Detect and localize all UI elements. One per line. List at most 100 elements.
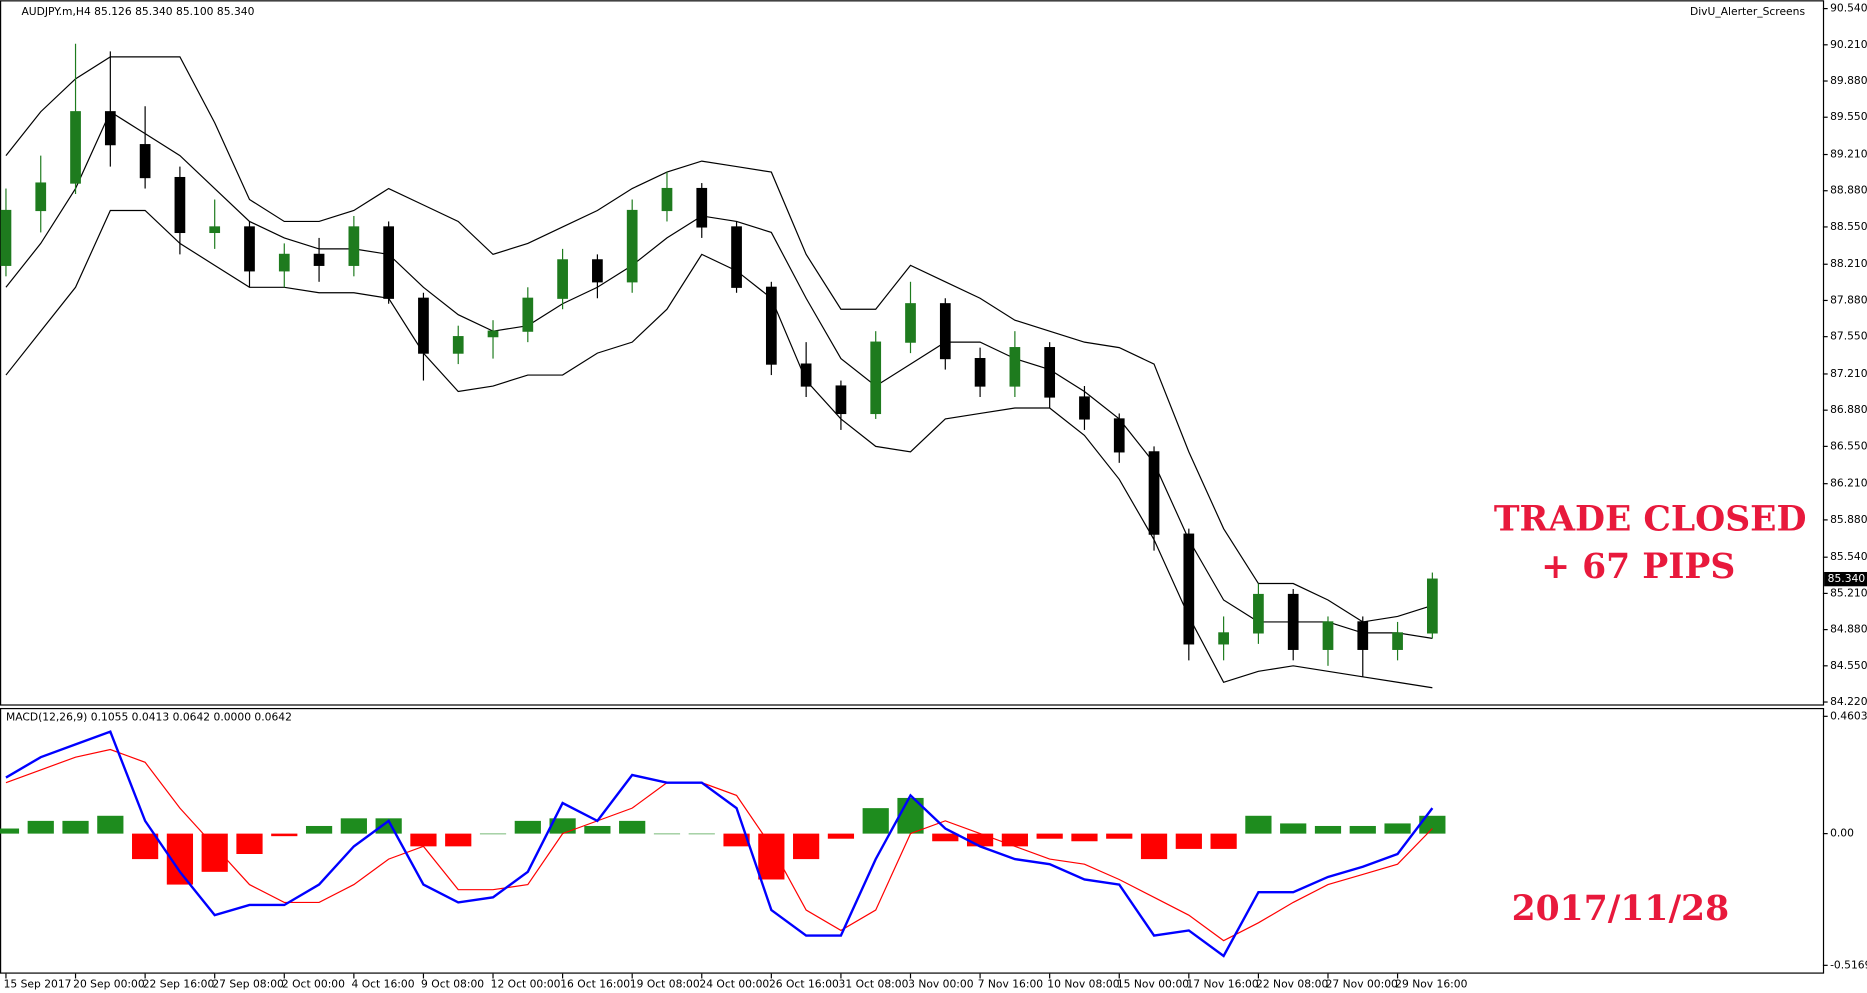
histogram-bar bbox=[271, 833, 298, 837]
candle-body bbox=[452, 336, 464, 354]
candle-body bbox=[522, 297, 534, 332]
candle-body bbox=[939, 303, 951, 360]
histogram-bar bbox=[584, 825, 611, 834]
histogram-bar bbox=[1314, 825, 1342, 834]
candle-body bbox=[348, 226, 360, 266]
price-panel-frame bbox=[0, 0, 1825, 706]
signal-line bbox=[5, 748, 1433, 942]
candle-body bbox=[592, 259, 603, 283]
x-tick-label: 4 Oct 16:00 bbox=[351, 977, 414, 990]
candle-body bbox=[905, 303, 916, 343]
candle-body bbox=[1322, 621, 1334, 650]
histogram-bar bbox=[1280, 823, 1307, 834]
candle-body bbox=[383, 226, 395, 299]
histogram-bar bbox=[966, 833, 994, 847]
y-tick-label: 89.880 bbox=[1830, 74, 1867, 87]
histogram-bar bbox=[375, 818, 402, 834]
candle-body bbox=[1079, 396, 1090, 420]
y-tick-label: 87.880 bbox=[1830, 293, 1867, 306]
y-tick-label: 88.880 bbox=[1830, 184, 1867, 197]
y-tick-label: 85.540 bbox=[1830, 550, 1867, 563]
candle-body bbox=[1357, 621, 1369, 650]
y-tick-label: 84.550 bbox=[1830, 659, 1867, 672]
histogram-bar bbox=[619, 820, 646, 834]
x-tick-label: 15 Nov 00:00 bbox=[1117, 977, 1189, 990]
x-tick-label: 22 Nov 08:00 bbox=[1256, 977, 1328, 990]
x-tick-label: 10 Nov 08:00 bbox=[1047, 977, 1119, 990]
candle-body bbox=[1009, 347, 1021, 387]
y-tick-label: 86.210 bbox=[1830, 477, 1867, 490]
histogram-bar bbox=[653, 833, 681, 835]
x-tick-label: 15 Sep 2017 bbox=[4, 977, 72, 990]
last-price-label: 85.340 bbox=[1828, 572, 1866, 585]
y-tick-label: 84.880 bbox=[1830, 623, 1867, 636]
histogram-bar bbox=[340, 818, 367, 834]
indicator-name: DivU_Alerter_Screens bbox=[1690, 5, 1806, 18]
histogram-bar bbox=[236, 833, 263, 855]
candle-body bbox=[1253, 593, 1264, 634]
last-price-box bbox=[1824, 571, 1867, 587]
y-tick-label: 89.210 bbox=[1830, 148, 1867, 161]
bollinger-band bbox=[5, 110, 1433, 639]
histogram-bar bbox=[862, 808, 889, 834]
candle-body bbox=[835, 385, 847, 415]
candle-body bbox=[1392, 632, 1403, 650]
candle-body bbox=[870, 341, 882, 415]
y-tick-label: 88.550 bbox=[1830, 220, 1867, 233]
histogram-bar bbox=[1036, 833, 1063, 839]
candle-body bbox=[626, 209, 638, 283]
y-tick-label: 89.550 bbox=[1830, 110, 1867, 123]
y-tick-label: 85.210 bbox=[1830, 586, 1867, 599]
histogram-bar bbox=[758, 833, 785, 880]
x-tick-label: 27 Nov 00:00 bbox=[1326, 977, 1398, 990]
candle-body bbox=[487, 330, 499, 338]
candle-body bbox=[1287, 593, 1299, 650]
histogram-bar bbox=[201, 833, 228, 872]
candle-body bbox=[1183, 533, 1195, 645]
histogram-bar bbox=[827, 833, 855, 839]
histogram-bar bbox=[1175, 833, 1202, 849]
x-tick-label: 20 Sep 00:00 bbox=[73, 977, 145, 990]
candle-body bbox=[209, 226, 221, 234]
histogram-bar bbox=[723, 833, 750, 847]
histogram-bar bbox=[1106, 833, 1133, 839]
histogram-bar bbox=[688, 833, 715, 835]
histogram-bar bbox=[132, 833, 159, 860]
histogram-bar bbox=[1071, 833, 1098, 842]
y-tick-label: 90.210 bbox=[1830, 38, 1867, 51]
annotation: + 67 PIPS bbox=[1541, 547, 1735, 587]
histogram-bar bbox=[27, 820, 54, 834]
candle-body bbox=[696, 187, 708, 228]
histogram-bar bbox=[1001, 833, 1028, 847]
candle-body bbox=[313, 253, 325, 266]
annotation: 2017/11/28 bbox=[1512, 889, 1730, 929]
histogram-bar bbox=[1210, 833, 1237, 849]
candle-body bbox=[1113, 418, 1125, 453]
candle-body bbox=[1044, 347, 1056, 398]
candle-body bbox=[1218, 632, 1229, 645]
y-tick-label: 88.210 bbox=[1830, 257, 1867, 270]
y-tick-label: 87.210 bbox=[1830, 367, 1867, 380]
candle-body bbox=[104, 111, 116, 146]
chart-title: AUDJPY.m,H4 85.126 85.340 85.100 85.340 bbox=[21, 5, 254, 18]
candle-body bbox=[278, 253, 290, 272]
histogram-bar bbox=[1384, 823, 1411, 834]
y-tick-label: -0.5169 bbox=[1830, 958, 1867, 971]
histogram-bar bbox=[410, 833, 437, 847]
x-tick-label: 27 Sep 08:00 bbox=[212, 977, 284, 990]
candle-body bbox=[139, 144, 151, 179]
candle-body bbox=[800, 363, 812, 387]
histogram-bar bbox=[1349, 825, 1376, 834]
candle-body bbox=[765, 286, 777, 365]
x-tick-label: 12 Oct 00:00 bbox=[491, 977, 561, 990]
x-tick-label: 26 Oct 16:00 bbox=[769, 977, 839, 990]
histogram-bar bbox=[445, 833, 472, 847]
histogram-bar bbox=[0, 828, 20, 834]
histogram-bar bbox=[479, 833, 507, 835]
histogram-bar bbox=[1245, 815, 1272, 834]
macd-line bbox=[5, 730, 1434, 958]
x-tick-label: 22 Sep 16:00 bbox=[143, 977, 215, 990]
x-tick-label: 2 Oct 00:00 bbox=[282, 977, 345, 990]
